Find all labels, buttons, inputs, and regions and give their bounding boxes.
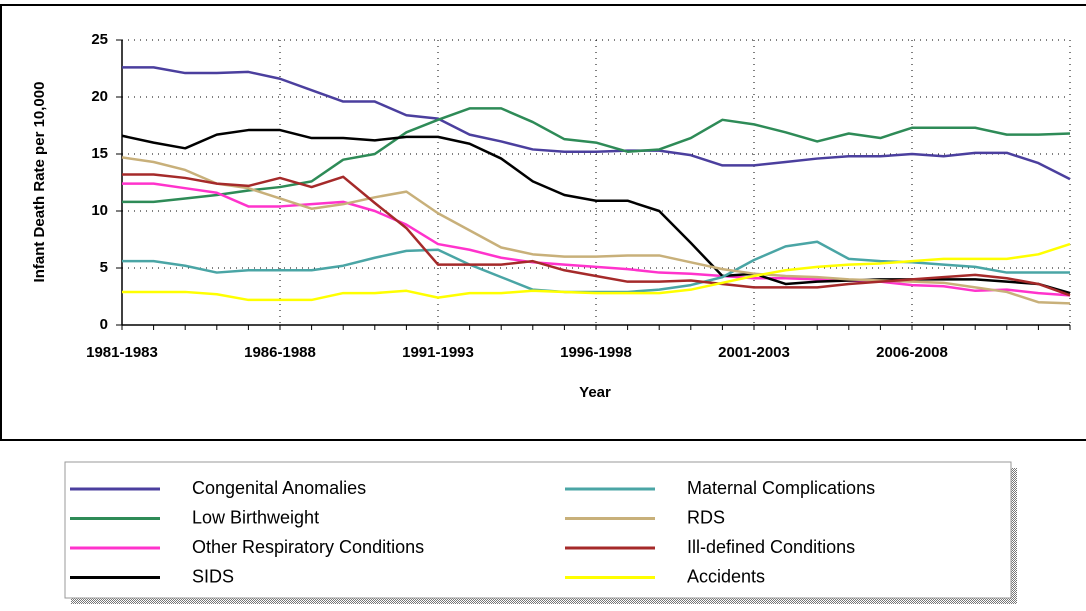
legend-label: Accidents: [687, 566, 765, 586]
x-tick-label: 2001-2003: [718, 344, 790, 361]
chart-frame: [0, 4, 1086, 441]
series-line: [122, 66, 1071, 181]
series-line: [122, 242, 1071, 302]
legend-label: SIDS: [192, 566, 234, 586]
x-tick-label: 1996-1998: [560, 344, 632, 361]
legend-label: Other Respiratory Conditions: [192, 537, 424, 557]
legend-label: RDS: [687, 507, 725, 527]
y-tick-label: 15: [91, 145, 108, 162]
series-line: [122, 107, 1071, 204]
series-line: [121, 156, 1071, 305]
series-line: [122, 173, 1071, 297]
x-tick-label: 1986-1988: [244, 344, 316, 361]
y-tick-label: 20: [91, 88, 108, 105]
legend-label: Congenital Anomalies: [192, 478, 366, 498]
legend-box: [64, 461, 1012, 599]
x-tick-label: 1991-1993: [402, 344, 474, 361]
y-tick-label: 5: [100, 259, 108, 276]
legend-label: Ill-defined Conditions: [687, 537, 855, 557]
y-tick-label: 25: [91, 31, 108, 48]
x-axis-title: Year: [579, 384, 611, 401]
y-axis-title: Infant Death Rate per 10,000: [31, 82, 48, 283]
y-tick-label: 0: [100, 316, 108, 333]
legend-label: Maternal Complications: [687, 478, 875, 498]
y-tick-label: 10: [91, 202, 108, 219]
series-line: [122, 182, 1071, 297]
x-tick-label: 2006-2008: [876, 344, 948, 361]
x-tick-label: 1981-1983: [86, 344, 158, 361]
legend-label: Low Birthweight: [192, 507, 319, 527]
